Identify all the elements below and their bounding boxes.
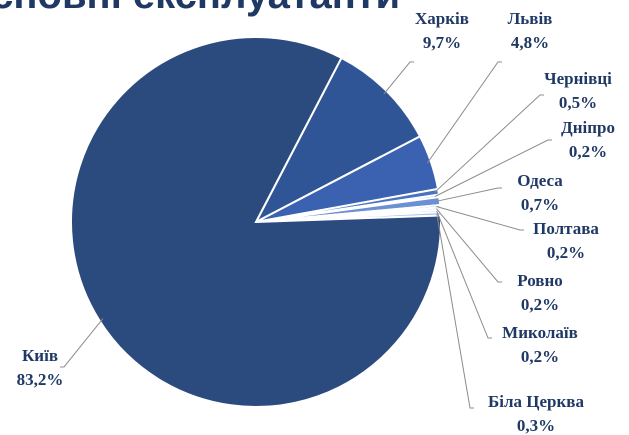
- leader-line: [436, 208, 502, 283]
- leader-line: [436, 213, 474, 409]
- leader-line: [436, 210, 492, 339]
- slice-value: 9,7%: [423, 33, 461, 52]
- slice-name: Ровно: [517, 271, 563, 290]
- slice-value: 83,2%: [17, 370, 64, 389]
- slice-name: Чернівці: [544, 69, 612, 88]
- slice-name: Миколаїв: [502, 323, 578, 342]
- slice-value: 4,8%: [511, 33, 549, 52]
- slice-name: Одеса: [517, 171, 563, 190]
- leader-line: [435, 187, 502, 202]
- leader-line: [434, 94, 544, 193]
- chart-title: Основні експлуатанти: [0, 0, 400, 17]
- leader-line: [383, 61, 414, 95]
- slice-value: 0,2%: [547, 243, 585, 262]
- slice-value: 0,7%: [521, 195, 559, 214]
- pie-slice: [70, 36, 442, 408]
- leader-line: [436, 206, 524, 231]
- slice-value: 0,2%: [569, 142, 607, 161]
- slice-value: 0,2%: [521, 295, 559, 314]
- slice-name: Полтава: [533, 219, 599, 238]
- labels: Харків 9,7% Львів 4,8% Чернівці 0,5% Дніпро 0,2…: [17, 9, 615, 435]
- slice-value: 0,2%: [521, 347, 559, 366]
- leader-line: [426, 61, 502, 164]
- leader-line: [434, 139, 552, 197]
- slice-value: 0,3%: [517, 416, 555, 435]
- slice-name: Дніпро: [561, 118, 615, 137]
- slice-value: 0,5%: [559, 93, 597, 112]
- slice-name: Львів: [508, 9, 553, 28]
- slice-name: Київ: [22, 346, 58, 365]
- slice-name: Харків: [415, 9, 469, 28]
- leader-line: [60, 318, 104, 368]
- slice-name: Біла Церква: [488, 392, 584, 411]
